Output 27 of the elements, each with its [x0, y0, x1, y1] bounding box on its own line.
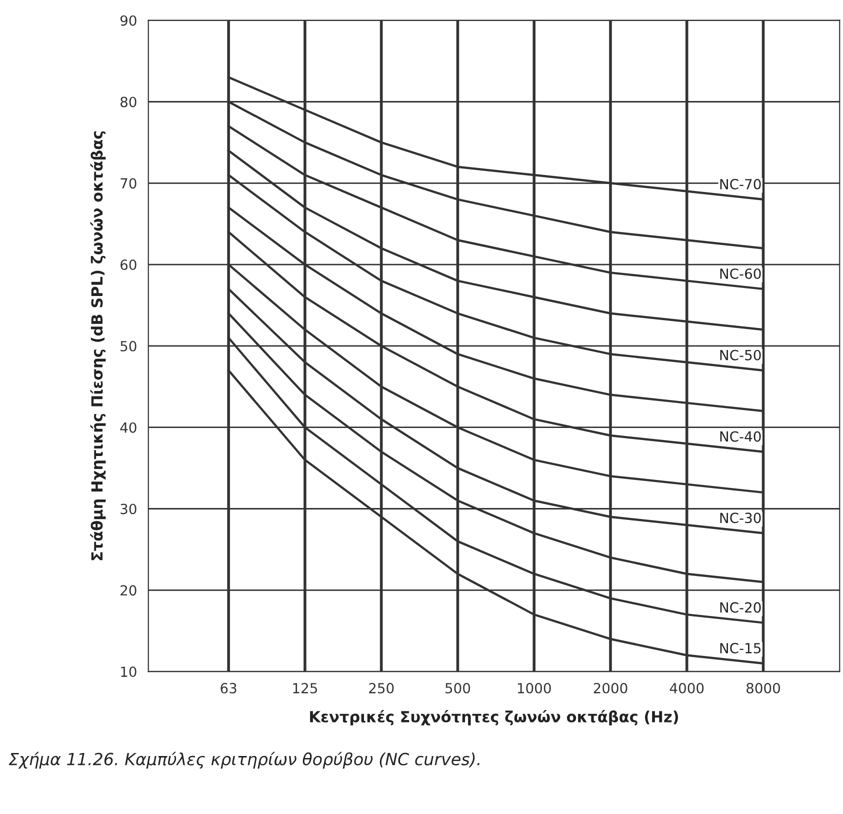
y-tick-label: 80 — [120, 96, 136, 108]
y-tick-label: 30 — [120, 504, 136, 514]
series-label: NC-60 — [720, 268, 761, 279]
x-axis-title: Κεντρικές Συχνότητες ζωνών οκτάβας (Hz) — [310, 710, 678, 726]
x-tick-label: 2000 — [594, 682, 628, 694]
y-tick-label: 10 — [121, 666, 136, 678]
series-label: NC-50 — [720, 350, 761, 360]
x-tick-label: 250 — [369, 682, 394, 694]
y-tick-label: 20 — [120, 585, 136, 596]
y-tick-label: 40 — [120, 422, 136, 433]
series-label: NC-15 — [720, 642, 761, 654]
x-tick-label: 4000 — [670, 682, 704, 694]
y-tick-label: 90 — [120, 15, 136, 26]
series-label: NC-20 — [720, 602, 761, 613]
series-label: NC-30 — [720, 512, 761, 524]
series-label: NC-70 — [720, 178, 761, 190]
text: Σχήμα 11.26. Καμπύλες κριτηρίων θορύβου (NC curves). — [8, 752, 480, 769]
y-tick-label: 60 — [120, 260, 136, 270]
x-tick-label: 1000 — [518, 682, 551, 694]
y-tick-label: 50 — [120, 340, 136, 352]
x-tick-label: 63 — [220, 682, 236, 694]
series-label: NC-40 — [720, 431, 761, 442]
x-tick-label: 125 — [293, 682, 317, 694]
y-tick-label: 70 — [120, 178, 136, 189]
x-tick-label: 8000 — [746, 682, 780, 694]
y-axis-title: Στάθμη Ηχητικής Πίεσης (dB SPL) ζωνών οκτάβας — [90, 131, 106, 560]
x-tick-label: 500 — [446, 682, 470, 694]
